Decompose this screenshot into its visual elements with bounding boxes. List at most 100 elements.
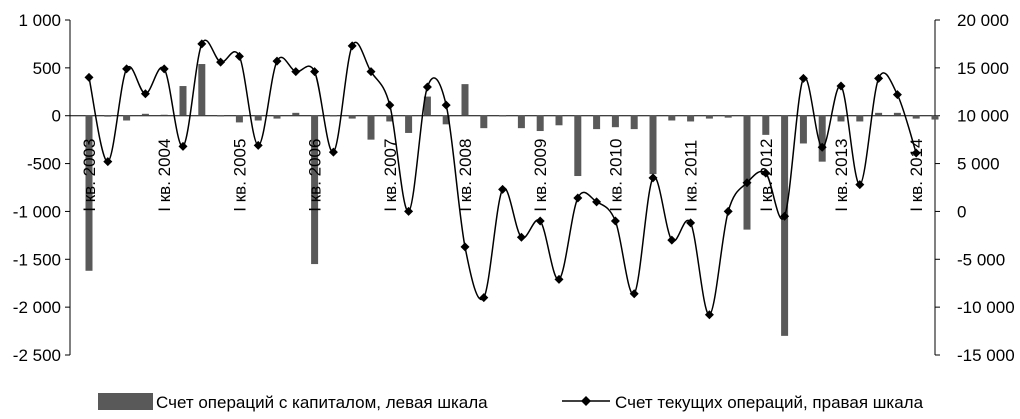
line-point bbox=[310, 67, 320, 77]
line-point bbox=[498, 184, 508, 194]
left-axis-tick-label: -2 000 bbox=[13, 298, 61, 317]
line-point bbox=[780, 211, 790, 221]
right-axis-tick-label: -10 000 bbox=[957, 298, 1015, 317]
line-point bbox=[911, 148, 921, 158]
right-axis-tick-label: 10 000 bbox=[957, 107, 1009, 126]
line-point bbox=[347, 41, 357, 51]
right-axis: 20 000 15 000 10 000 5 000 0 -5 000 -10 000 -15… bbox=[934, 11, 1015, 365]
line-point bbox=[535, 216, 545, 226]
line-point bbox=[798, 73, 808, 83]
bar bbox=[405, 115, 413, 133]
left-axis-tick-label: -2 500 bbox=[13, 346, 61, 365]
bar bbox=[536, 115, 544, 132]
line-point bbox=[404, 206, 414, 216]
line-point bbox=[742, 178, 752, 188]
line-point bbox=[122, 64, 132, 74]
line-point bbox=[272, 56, 282, 66]
left-axis-tick-label: -500 bbox=[27, 155, 61, 174]
bar bbox=[367, 115, 375, 140]
x-axis-tick-label: I кв. 2004 bbox=[155, 139, 174, 212]
line-series-current-account bbox=[84, 39, 921, 320]
line-point bbox=[178, 141, 188, 151]
bar bbox=[668, 115, 676, 121]
bar bbox=[705, 115, 713, 119]
right-axis-tick-label: 0 bbox=[957, 202, 966, 221]
bar bbox=[724, 115, 732, 118]
bar bbox=[499, 115, 507, 117]
x-axis-tick-label: I кв. 2006 bbox=[306, 139, 325, 212]
bar bbox=[818, 115, 826, 162]
line-point bbox=[366, 67, 376, 77]
left-axis-tick-label: -1 500 bbox=[13, 250, 61, 269]
line-point bbox=[216, 57, 226, 67]
bar bbox=[837, 115, 845, 122]
line-point bbox=[441, 100, 451, 110]
line-point bbox=[610, 216, 620, 226]
bar bbox=[292, 112, 300, 116]
line-point bbox=[874, 73, 884, 83]
bar bbox=[348, 115, 356, 119]
line-point bbox=[855, 180, 865, 190]
left-axis: 1 000 500 0 -500 -1 000 -1 500 -2 000 -2 500 bbox=[13, 11, 71, 365]
line-point bbox=[686, 218, 696, 228]
bar-series-capital-account bbox=[85, 64, 939, 336]
bar bbox=[160, 114, 168, 116]
bar bbox=[630, 115, 638, 130]
bar bbox=[856, 115, 864, 122]
bar bbox=[593, 115, 601, 130]
bar bbox=[687, 115, 695, 122]
right-axis-tick-label: 5 000 bbox=[957, 155, 1000, 174]
left-axis-tick-label: 500 bbox=[33, 59, 61, 78]
line-point bbox=[197, 39, 207, 49]
x-axis-tick-label: I кв. 2009 bbox=[531, 139, 550, 212]
line-point bbox=[422, 82, 432, 92]
bar bbox=[517, 115, 525, 129]
bar bbox=[423, 96, 431, 116]
line-point bbox=[103, 157, 113, 167]
line-point bbox=[629, 289, 639, 299]
bar bbox=[649, 115, 657, 175]
bar bbox=[875, 112, 883, 116]
right-axis-tick-label: 20 000 bbox=[957, 11, 1009, 30]
line-point bbox=[159, 64, 169, 74]
bar bbox=[781, 115, 789, 336]
right-axis-tick-label: -5 000 bbox=[957, 250, 1005, 269]
line-point bbox=[667, 235, 677, 245]
line-point bbox=[573, 193, 583, 203]
legend-swatch-bar bbox=[98, 393, 153, 410]
bar bbox=[198, 64, 206, 116]
line-point bbox=[892, 90, 902, 100]
line-point bbox=[554, 274, 564, 284]
bar bbox=[893, 112, 901, 116]
line-point bbox=[140, 89, 150, 99]
bar bbox=[743, 115, 751, 230]
line-point bbox=[648, 173, 658, 183]
line-point bbox=[460, 242, 470, 252]
x-axis-tick-label: I кв. 2011 bbox=[682, 140, 701, 212]
bar bbox=[85, 115, 93, 271]
line-point bbox=[592, 197, 602, 207]
bar bbox=[254, 115, 262, 121]
bar bbox=[555, 115, 563, 126]
left-axis-tick-label: 1 000 bbox=[18, 11, 61, 30]
x-axis-tick-label: I кв. 2010 bbox=[606, 139, 625, 212]
x-axis-tick-label: I кв. 2005 bbox=[230, 139, 249, 212]
bar bbox=[799, 115, 807, 144]
bar bbox=[931, 115, 939, 120]
line-point bbox=[723, 206, 733, 216]
line-point bbox=[385, 100, 395, 110]
right-axis-tick-label: 15 000 bbox=[957, 59, 1009, 78]
bar bbox=[273, 115, 281, 119]
bar bbox=[611, 115, 619, 128]
bar bbox=[123, 115, 131, 121]
legend-swatch-marker bbox=[581, 396, 591, 406]
line-point bbox=[328, 147, 338, 157]
x-axis-tick-label: I кв. 2008 bbox=[456, 139, 475, 212]
bar bbox=[329, 115, 337, 117]
left-axis-tick-label: 0 bbox=[52, 107, 61, 126]
line-point bbox=[84, 72, 94, 82]
bar bbox=[235, 115, 243, 123]
line-point bbox=[817, 142, 827, 152]
bar bbox=[442, 115, 450, 125]
bar bbox=[141, 113, 149, 116]
